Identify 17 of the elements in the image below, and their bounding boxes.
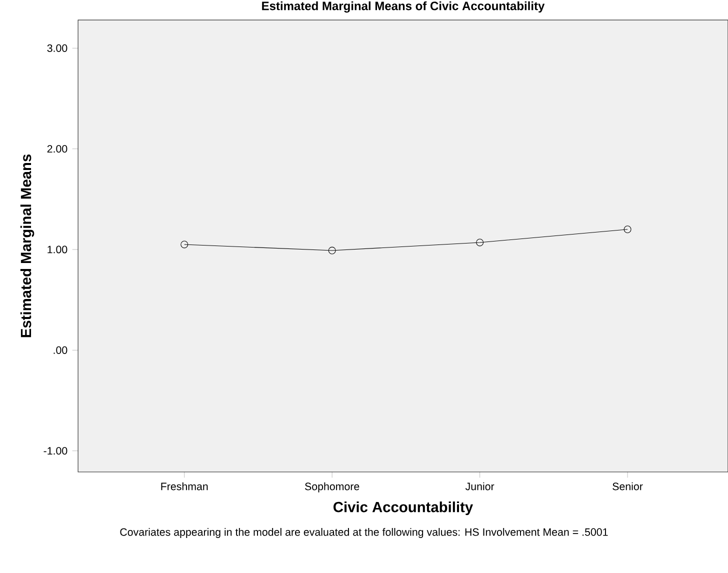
point	[328, 246, 336, 254]
y-tick-label: 1.00	[48, 246, 68, 254]
y-tick-label: -1.00	[44, 447, 68, 455]
point	[624, 226, 632, 234]
x-tick-label: Sophomore	[305, 482, 360, 492]
point	[476, 238, 484, 246]
y-axis-title: Estimated Marginal Means	[20, 154, 34, 338]
x-tick-label: Freshman	[161, 482, 208, 490]
text: Covariates appearing in the model are evaluated at the following values: HS Involvement Mean = .5001	[120, 528, 608, 538]
x-tick-label: Junior	[465, 482, 494, 490]
y-tick-label: 2.00	[47, 145, 68, 153]
point	[180, 240, 188, 248]
x-axis-title: Civic Accountability	[334, 501, 473, 516]
x-tick-label: Senior	[612, 482, 643, 490]
y-tick-label: 3.00	[47, 44, 68, 52]
y-tick-label: .00	[54, 346, 68, 354]
chart-title: Estimated Marginal Means of Civic Accountability	[262, 1, 545, 13]
